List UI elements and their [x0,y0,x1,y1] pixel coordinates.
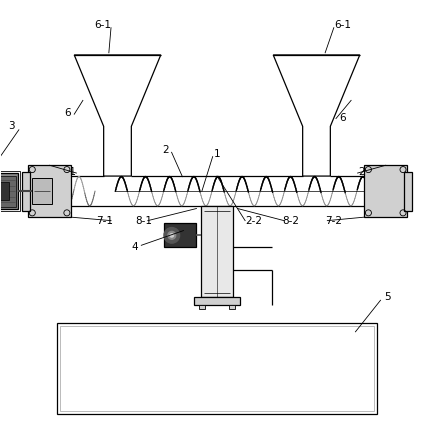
Bar [60,326,374,411]
Text: 7-1: 7-1 [96,217,113,226]
Circle shape [164,228,180,243]
Text: 8-1: 8-1 [135,217,152,226]
Bar [57,323,377,414]
Bar [164,223,197,247]
Bar [22,172,30,211]
Bar [0,174,18,209]
Text: 5: 5 [385,292,391,302]
Bar [201,206,233,297]
Text: 3: 3 [8,121,15,131]
Text: 6: 6 [64,109,71,118]
Circle shape [170,233,174,237]
Text: 2: 2 [162,145,168,155]
Bar [364,165,408,217]
Circle shape [168,231,176,239]
Bar [0,175,16,207]
Text: 6-1: 6-1 [94,19,111,30]
Text: 2-1: 2-1 [358,167,375,177]
Text: 8-2: 8-2 [282,217,299,226]
Text: 6: 6 [339,113,346,123]
Bar [229,305,235,309]
Bar [0,171,20,211]
Bar [32,178,52,204]
Text: 7-2: 7-2 [326,217,342,226]
Text: 6-1: 6-1 [334,19,351,30]
Bar [199,305,205,309]
Text: 4: 4 [132,242,138,253]
Bar [404,172,412,211]
Text: 1: 1 [214,149,220,159]
Bar [0,182,10,200]
Bar [194,297,240,305]
Text: 2-2: 2-2 [245,217,262,226]
Bar [28,165,71,217]
Text: 2-1: 2-1 [59,167,76,177]
